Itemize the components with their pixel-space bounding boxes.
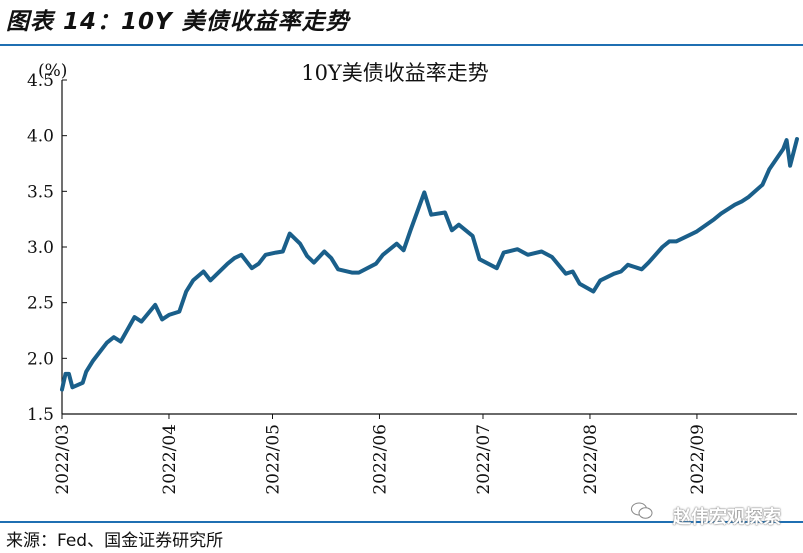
x-tick-label: 2022/07: [474, 424, 494, 495]
axes: [61, 80, 797, 415]
series-line: [60, 137, 799, 392]
x-tick-label: 2022/08: [581, 424, 601, 495]
chart-title: 10Y美债收益率走势: [301, 61, 489, 85]
y-tick-label: 3.0: [27, 238, 54, 258]
y-tick-label: 2.5: [27, 294, 54, 314]
y-tick-label: 4.5: [27, 71, 54, 91]
x-tick-label: 2022/09: [688, 424, 708, 495]
y-tick-label: 4.0: [27, 127, 54, 147]
watermark: 赵伟宏观探索: [673, 507, 781, 528]
bottom-divider: [0, 521, 803, 523]
x-tick-label: 2022/05: [263, 424, 283, 495]
y-tick-label: 3.5: [27, 182, 54, 202]
y-tick-label: 1.5: [27, 405, 54, 425]
y-axis-ticks: 1.5 2.0 2.5 3.0 3.5 4.0 4.5: [27, 71, 67, 425]
source-note: 来源：Fed、国金证券研究所: [6, 531, 224, 551]
top-divider: [0, 44, 803, 46]
series-group: [60, 137, 799, 392]
figure-title: 图表 14：10Y 美债收益率走势: [6, 9, 350, 35]
line-chart: 10Y美债收益率走势 (%) 1.5 2.0 2.5 3.0 3.5 4.0 4.5 202…: [27, 61, 799, 495]
x-tick-label: 2022/03: [53, 424, 73, 495]
x-axis-ticks: 2022/03 2022/04 2022/05 2022/06 2022/07 2022/…: [53, 414, 708, 495]
y-unit-label: (%): [38, 61, 67, 81]
wechat-icon: [631, 502, 653, 519]
x-tick-label: 2022/06: [370, 424, 390, 495]
x-tick-label: 2022/04: [160, 424, 180, 495]
y-tick-label: 2.0: [27, 349, 54, 369]
